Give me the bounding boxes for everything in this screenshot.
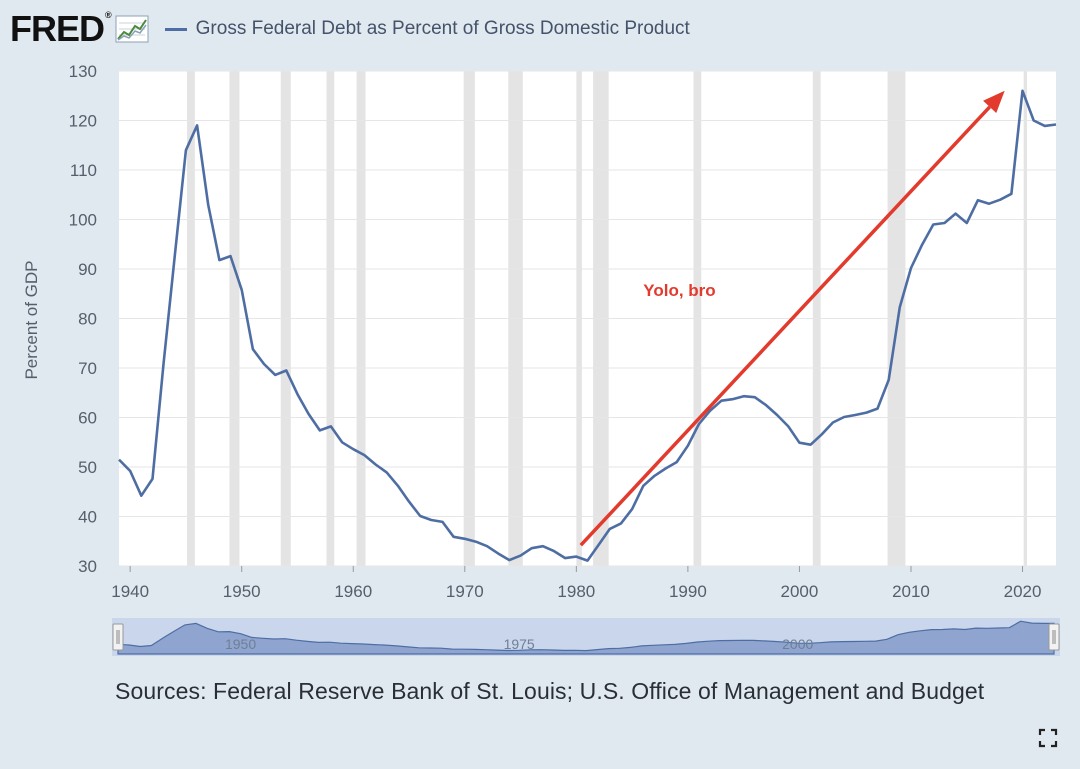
- x-tick-label: 1960: [334, 582, 372, 601]
- y-axis: 30 40 50 60 70 80 90 100 110 120 130: [69, 62, 97, 576]
- navigator-labels: 1950 1975 2000: [225, 636, 814, 652]
- sources-text: Sources: Federal Reserve Bank of St. Lou…: [115, 678, 985, 704]
- annotation-label: Yolo, bro: [643, 281, 715, 300]
- navigator-label: 2000: [782, 636, 813, 652]
- fullscreen-icon[interactable]: [1038, 728, 1058, 748]
- y-tick-label: 90: [78, 260, 97, 279]
- x-axis: 1940 1950 1960 1970 1980 1990 2000 2010 2020: [111, 566, 1041, 601]
- annotation-arrow-head: [983, 90, 1005, 114]
- y-tick-label: 120: [69, 112, 97, 131]
- series-line: [118, 89, 1057, 562]
- gridlines: [119, 70, 1056, 567]
- x-tick-label: 1990: [669, 582, 707, 601]
- x-tick-label: 1950: [223, 582, 261, 601]
- x-tick-label: 2000: [781, 582, 819, 601]
- x-tick-label: 1940: [111, 582, 149, 601]
- x-tick-label: 1980: [557, 582, 595, 601]
- navigator-area: [117, 620, 1055, 655]
- navigator-handle-left[interactable]: [112, 623, 124, 651]
- legend-label: Gross Federal Debt as Percent of Gross D…: [195, 18, 690, 39]
- annotations: Yolo, bro: [579, 90, 1005, 547]
- y-tick-label: 40: [78, 508, 97, 527]
- navigator-label: 1975: [504, 636, 535, 652]
- header: FRED® Gross Federal Debt as Percent of G…: [10, 8, 690, 50]
- y-tick-label: 70: [78, 359, 97, 378]
- y-tick-label: 60: [78, 409, 97, 428]
- series-group: [118, 89, 1057, 562]
- x-tick-label: 2020: [1004, 582, 1042, 601]
- fred-line-chart-icon: [115, 15, 149, 43]
- range-navigator[interactable]: 1950 1975 2000: [112, 618, 1060, 656]
- y-tick-label: 100: [69, 211, 97, 230]
- y-axis-label: Percent of GDP: [22, 260, 41, 379]
- legend-swatch: [164, 27, 187, 31]
- y-tick-label: 80: [78, 310, 97, 329]
- navigator-handle-right[interactable]: [1048, 623, 1060, 651]
- annotation-arrow-line: [579, 105, 991, 547]
- navigator-label: 1950: [225, 636, 256, 652]
- y-tick-label: 110: [70, 161, 97, 180]
- y-tick-label: 130: [69, 62, 97, 81]
- x-tick-label: 1970: [446, 582, 484, 601]
- fred-logo[interactable]: FRED®: [10, 8, 112, 49]
- legend[interactable]: Gross Federal Debt as Percent of Gross D…: [164, 18, 690, 40]
- x-tick-label: 2010: [892, 582, 930, 601]
- y-tick-label: 30: [78, 557, 97, 576]
- y-tick-label: 50: [78, 458, 97, 477]
